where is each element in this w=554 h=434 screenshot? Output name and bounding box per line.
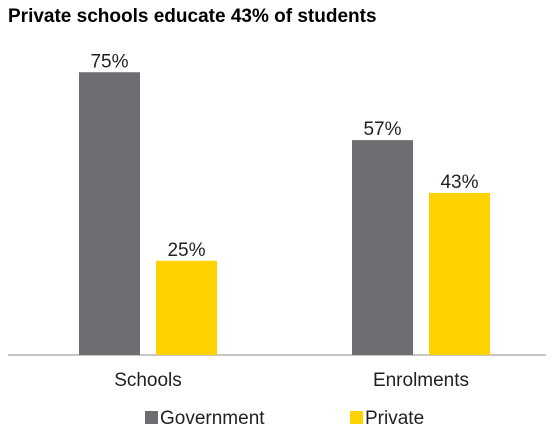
legend-swatch-government [145, 411, 158, 424]
legend-label-private: Private [365, 408, 424, 429]
value-label-government-schools: 75% [90, 51, 128, 72]
category-label-schools: Schools [114, 370, 182, 391]
value-label-private-enrolments: 43% [440, 172, 478, 193]
bar-government-enrolments [352, 140, 413, 355]
value-label-private-schools: 25% [167, 240, 205, 261]
bar-private-schools [156, 260, 217, 355]
category-label-enrolments: Enrolments [373, 370, 469, 391]
legend-swatch-private [350, 411, 363, 424]
legend-label-government: Government [160, 408, 265, 429]
value-labels-layer: 75% 25% 57% 43% [90, 51, 478, 261]
legend: Government Private [145, 408, 424, 429]
bars-layer [79, 72, 490, 355]
category-labels-layer: Schools Enrolments [114, 370, 469, 391]
chart-title: Private schools educate 43% of students [8, 6, 377, 27]
bar-government-schools [79, 72, 140, 355]
bar-private-enrolments [429, 192, 490, 355]
value-label-government-enrolments: 57% [363, 119, 401, 140]
